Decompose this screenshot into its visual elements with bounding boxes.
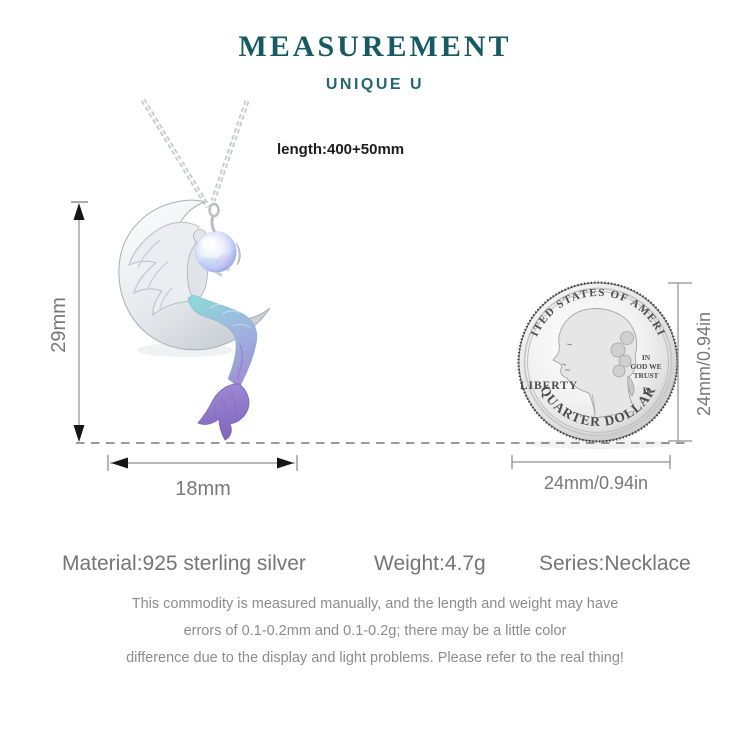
coin-top-legend: UNITED STATES OF AMERICA (0, 0, 667, 338)
coin-height-label: 24mm/0.94in (694, 311, 714, 417)
coin-inner-rim (527, 291, 669, 433)
box-chain (140, 98, 250, 209)
pendant-height-dimension (71, 201, 88, 442)
coin-motto-line2: GOD WE (630, 362, 661, 371)
brand-subtitle: UNIQUE U (325, 76, 425, 93)
washington-bust (552, 308, 638, 419)
pendant-illustration (118, 98, 271, 441)
stone-connector (210, 215, 217, 233)
coin-height-dimension (668, 282, 692, 442)
spec-material: Material:925 sterling silver (62, 552, 306, 575)
hair-strands (137, 239, 173, 310)
stone-prong (235, 242, 241, 266)
quarter-coin-illustration: UNITED STATES OF AMERICA QUARTER DOLLAR … (0, 0, 679, 449)
coin-motto-line1: IN (642, 353, 651, 362)
pendant-width-dimension (107, 455, 298, 471)
pendant-bail (208, 202, 220, 218)
coin-width-dimension (511, 455, 671, 469)
chain-length-label: length:400+50mm (277, 141, 405, 158)
tail-shading (236, 344, 243, 379)
coin-liberty-text: LIBERTY (520, 380, 578, 392)
moonstone (195, 231, 237, 273)
coin-motto-line3: TRUST (633, 371, 658, 380)
pendant-height-label: 29mm (48, 297, 70, 353)
spec-weight: Weight:4.7g (374, 552, 486, 575)
coin-mint-mark: D (643, 386, 650, 396)
page-title: MEASUREMENT (238, 30, 512, 63)
coin-width-label: 24mm/0.94in (543, 473, 649, 493)
stone-iridescence-purple (216, 255, 232, 267)
pendant-width-label: 18mm (175, 478, 231, 500)
stone-highlight (201, 237, 217, 249)
spec-series: Series:Necklace (539, 552, 691, 575)
disclaimer-line-3: difference due to the display and light … (126, 650, 624, 666)
tail-fin (197, 383, 250, 441)
disclaimer-line-1: This commodity is measured manually, and… (131, 596, 619, 612)
coin-rim (523, 287, 673, 437)
fin-ridges (212, 393, 237, 424)
stone-iridescence-blue (201, 257, 219, 267)
mermaid-tail (187, 294, 258, 389)
disclaimer-line-2: errors of 0.1-0.2mm and 0.1-0.2g; there … (183, 623, 567, 639)
tail-scales (209, 303, 251, 329)
coin-shadow (528, 439, 672, 449)
